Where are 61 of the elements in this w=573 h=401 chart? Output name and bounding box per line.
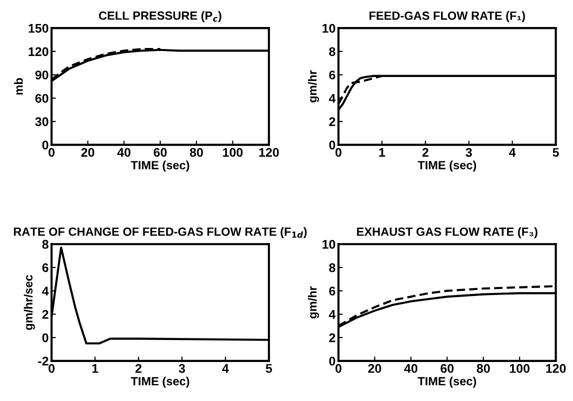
y-tick-label: 4 [328, 94, 336, 103]
y-tick-label: 2 [329, 333, 336, 342]
x-tick-label: 0 [335, 364, 342, 373]
y-tick-label: 60 [35, 94, 48, 103]
x-axis-title: TIME (sec) [130, 160, 190, 172]
y-tick-label: 10 [322, 240, 336, 249]
y-tick-label: 0 [42, 140, 48, 150]
x-tick-label: 40 [404, 364, 418, 373]
y-axis-title: gm/hr [308, 70, 320, 102]
x-tick-label: 5 [266, 364, 272, 373]
x-axis-title: TIME (sec) [418, 376, 476, 388]
y-tick-label: 6 [329, 286, 336, 296]
y-tick-label: 8 [42, 240, 48, 249]
x-axis-title: TIME (sec) [130, 376, 190, 388]
x-tick-label: 1 [92, 364, 98, 373]
x-tick-label: 20 [81, 148, 94, 157]
x-tick-label: 3 [178, 364, 185, 373]
x-tick-label: 4 [222, 364, 229, 373]
x-tick-label: 60 [154, 148, 167, 157]
y-tick-label: 120 [28, 47, 48, 56]
y-tick-label: 0 [42, 333, 48, 342]
y-tick-label: 8 [329, 263, 336, 272]
x-tick-label: 0 [48, 148, 55, 157]
x-tick-label: 100 [510, 364, 530, 373]
chart-title: RATE OF CHANGE OF FEED-GAS FLOW RATE (F$_{1d}$) [14, 227, 307, 238]
y-axis-title: gm/hr/sec [24, 274, 35, 330]
x-tick-label: 100 [223, 148, 243, 157]
x-tick-label: 4 [509, 148, 516, 157]
y-tick-label: 90 [35, 70, 48, 80]
x-tick-label: 5 [552, 148, 559, 157]
y-tick-label: 6 [42, 263, 48, 272]
y-axis-title: gm/hr [308, 286, 320, 318]
x-axis-title: TIME (sec) [418, 160, 476, 172]
x-tick-label: 1 [379, 148, 386, 157]
y-tick-label: 10 [322, 24, 336, 33]
x-tick-label: 120 [259, 148, 279, 157]
x-tick-label: 20 [368, 364, 382, 373]
x-tick-label: 2 [135, 364, 142, 373]
y-axis-title: mb [14, 78, 23, 95]
x-tick-label: 2 [422, 148, 428, 157]
x-tick-label: 80 [190, 148, 203, 157]
y-tick-label: -2 [38, 356, 48, 366]
y-tick-label: 2 [42, 310, 48, 319]
y-tick-label: 4 [328, 310, 336, 319]
x-tick-label: 3 [466, 148, 472, 157]
chart-title: EXHAUST GAS FLOW RATE (F₃) [357, 227, 538, 238]
x-tick-label: 80 [476, 364, 490, 373]
y-tick-label: 150 [28, 24, 48, 33]
y-tick-label: 0 [329, 140, 336, 150]
y-tick-label: 2 [329, 117, 336, 126]
y-tick-label: 0 [329, 356, 336, 366]
chart-title: FEED-GAS FLOW RATE (F₁) [370, 11, 525, 22]
x-tick-label: 0 [48, 364, 55, 373]
y-tick-label: 4 [42, 286, 49, 296]
chart-title: CELL PRESSURE (P$_{c}$) [98, 11, 222, 22]
y-tick-label: 8 [329, 47, 336, 56]
y-tick-label: 30 [35, 117, 48, 126]
x-tick-label: 40 [117, 148, 130, 157]
y-tick-label: 6 [329, 70, 336, 80]
x-tick-label: 60 [440, 364, 454, 373]
x-tick-label: 120 [546, 364, 566, 373]
